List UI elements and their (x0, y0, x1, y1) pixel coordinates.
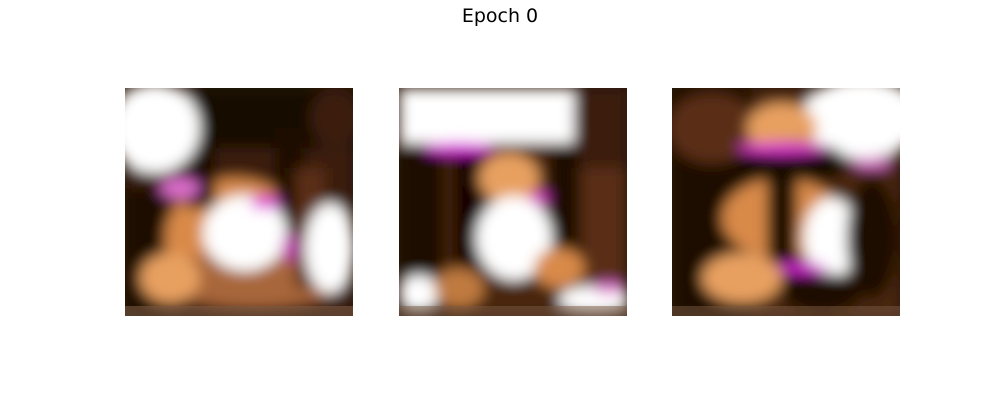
sample-image-1 (125, 88, 353, 316)
figure-title: Epoch 0 (461, 5, 539, 27)
sample-image-2 (399, 88, 627, 316)
sample-image-3 (672, 88, 900, 316)
